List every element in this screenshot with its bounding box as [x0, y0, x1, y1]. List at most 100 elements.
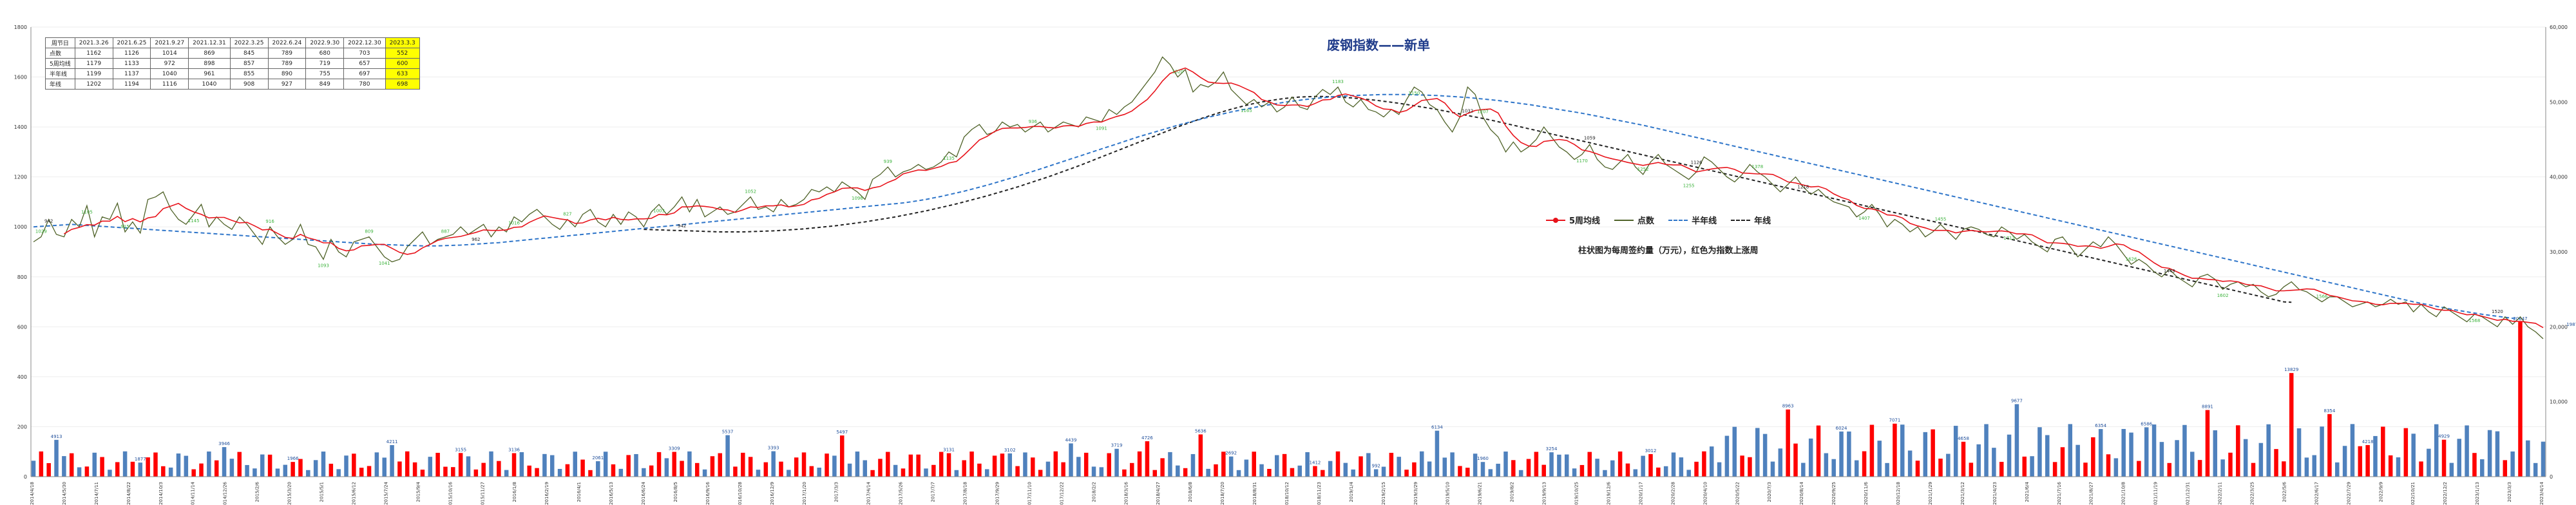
- volume-bar: [1694, 461, 1699, 477]
- summary-cell: 1199: [74, 68, 113, 79]
- left-tick-label: 400: [17, 374, 27, 380]
- volume-bar: [2091, 437, 2095, 477]
- volume-bar: [1839, 431, 1844, 477]
- points-annotation: 1170: [1576, 158, 1588, 164]
- points-annotation: 1455: [1935, 216, 1947, 222]
- volume-bar: [2472, 453, 2477, 477]
- x-tick-label: 2022/7/29: [2346, 482, 2351, 505]
- volume-bar: [2350, 424, 2355, 477]
- summary-cell: 898: [188, 58, 231, 69]
- volume-bar: [2137, 461, 2141, 477]
- volume-bar: [237, 452, 242, 477]
- volume-bar: [108, 470, 112, 477]
- x-tick-label: 2019/9/13: [1542, 482, 1547, 505]
- volume-bar: [1305, 452, 1310, 477]
- x-tick-label: 2020/12/18: [1896, 482, 1901, 505]
- volume-bar: [1335, 451, 1340, 477]
- volume-bar: [1976, 444, 1981, 477]
- right-tick-label: 20,000: [2550, 324, 2568, 330]
- volume-bar: [1015, 466, 1020, 477]
- summary-cell: 1126: [112, 48, 151, 59]
- volume-bar: [1610, 460, 1615, 477]
- volume-bar: [313, 460, 318, 477]
- gridlines: [31, 26, 2546, 477]
- volume-bar: [222, 447, 227, 477]
- volume-bar: [2487, 430, 2492, 477]
- volume-bar: [1228, 456, 1234, 477]
- volume-bar: [245, 464, 249, 477]
- average-annotation: 1218: [1797, 185, 1809, 190]
- x-tick-label: 2021/3/12: [1960, 482, 1965, 505]
- volume-bar: [878, 459, 883, 477]
- volume-bar: [1603, 470, 1607, 477]
- volume-bar: [1587, 452, 1592, 477]
- volume-bar: [31, 461, 36, 477]
- volume-bar-label: 1966: [287, 456, 299, 461]
- volume-bar: [893, 464, 898, 477]
- summary-row-label: 半年线: [45, 68, 75, 79]
- summary-header-cell: 2022.12.30: [343, 37, 386, 48]
- volume-bar: [2495, 431, 2500, 477]
- x-tick-label: 2014/5/30: [62, 482, 67, 505]
- summary-cell: 908: [229, 79, 269, 90]
- volume-bar: [275, 468, 280, 477]
- volume-bar: [2312, 455, 2316, 477]
- summary-cell: 855: [229, 68, 269, 79]
- volume-bar: [359, 468, 364, 477]
- x-tick-label: 2017/11/10: [1027, 482, 1032, 505]
- volume-bar: [1732, 426, 1737, 477]
- x-tick-label: 2016/10/28: [738, 482, 743, 505]
- volume-bar: [46, 462, 51, 477]
- volume-bar-label: 3012: [1645, 448, 1657, 453]
- volume-bar: [1488, 469, 1493, 477]
- x-tick-label: 2016/5/13: [609, 482, 614, 505]
- volume-bar: [2030, 456, 2034, 477]
- volume-bar: [2037, 427, 2042, 477]
- volume-bar: [2465, 425, 2469, 477]
- summary-header-cell: 周节日: [45, 37, 75, 48]
- volume-bar: [84, 466, 90, 477]
- volume-bar: [611, 464, 616, 477]
- volume-bar: [779, 461, 783, 477]
- volume-bar: [1214, 464, 1218, 477]
- points-annotation: 1145: [188, 218, 200, 224]
- volume-bar-label: 2692: [1225, 451, 1237, 456]
- volume-bar: [1297, 465, 1302, 477]
- volume-bar: [1176, 465, 1180, 477]
- points-annotation: 1150: [1408, 91, 1420, 96]
- volume-bar: [2388, 455, 2393, 477]
- points-annotation: 827: [563, 212, 571, 217]
- volume-bar: [336, 469, 341, 477]
- volume-bar: [1824, 453, 1829, 477]
- volume-bar: [1709, 446, 1714, 477]
- volume-bar: [527, 465, 531, 477]
- volume-bar: [2541, 441, 2546, 477]
- volume-bar: [199, 463, 204, 477]
- volume-bar: [1549, 452, 1554, 477]
- volume-bar: [588, 470, 593, 477]
- volume-bar: [405, 451, 410, 477]
- summary-cell: 1116: [150, 79, 189, 90]
- volume-bar: [977, 463, 982, 477]
- left-tick-label: 600: [17, 324, 27, 330]
- volume-bar-label: 3155: [455, 447, 466, 452]
- volume-bar: [519, 452, 524, 477]
- volume-bar: [2197, 460, 2202, 477]
- volume-bar: [748, 457, 753, 477]
- x-tick-label: 2022/2/11: [2218, 482, 2223, 505]
- ma5-line: [63, 67, 2544, 329]
- x-tick-label: 2021/7/16: [2057, 481, 2062, 504]
- summary-header-cell: 2021.3.26: [74, 37, 113, 48]
- summary-cell-highlight: 698: [385, 79, 420, 90]
- volume-bar: [1076, 457, 1081, 477]
- volume-bar: [1801, 462, 1806, 477]
- volume-bar: [214, 460, 219, 477]
- volume-bar: [1900, 424, 1905, 477]
- volume-bar: [1526, 459, 1531, 477]
- volume-bar: [1762, 434, 1768, 477]
- volume-bar: [39, 451, 44, 477]
- volume-bar: [1946, 453, 1951, 477]
- points-annotation: 1165: [1241, 108, 1252, 113]
- left-tick-label: 1800: [14, 24, 27, 30]
- legend-label-points: 点数: [1637, 216, 1655, 226]
